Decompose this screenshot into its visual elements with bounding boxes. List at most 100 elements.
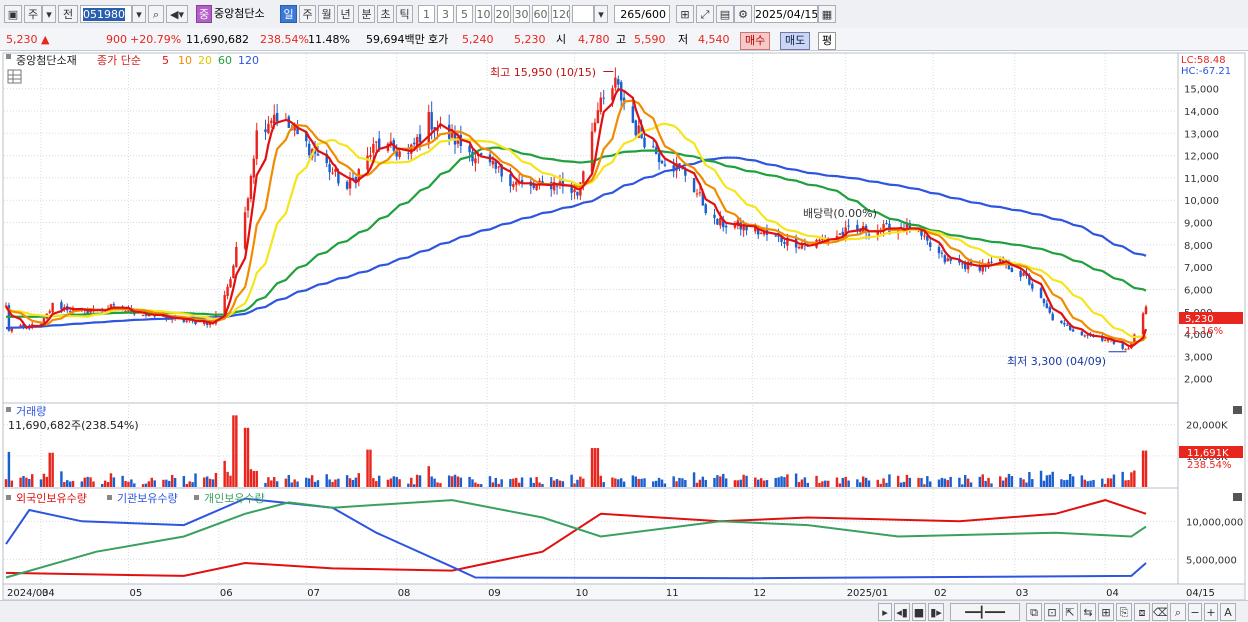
period-month[interactable]: 월 — [318, 5, 335, 23]
candle-body — [637, 125, 640, 138]
interval-10[interactable]: 10 — [475, 5, 492, 23]
volume-bar — [824, 480, 827, 487]
period-year[interactable]: 년 — [337, 5, 354, 23]
scroll-right-icon[interactable]: ▸ — [878, 603, 892, 621]
interval-3[interactable]: 3 — [437, 5, 454, 23]
step-back-icon[interactable]: ◂▮ — [894, 603, 910, 621]
volume-bar — [684, 479, 687, 487]
chevron-down-icon[interactable]: ▾ — [42, 5, 56, 23]
gear-icon[interactable]: ⚙ — [734, 5, 752, 23]
search-chart-icon[interactable]: ⌕ — [1170, 603, 1186, 621]
panel-handle-icon[interactable] — [6, 54, 11, 59]
stock-code-input[interactable]: 051980 — [80, 5, 132, 23]
tab-main[interactable]: 주 — [24, 5, 42, 23]
sell-button[interactable]: 매도 — [780, 32, 811, 50]
volume-bar — [1025, 482, 1028, 487]
layout2-icon[interactable]: ⊡ — [1044, 603, 1060, 621]
x-tick-label: 04 — [42, 588, 55, 599]
data-table-icon[interactable] — [7, 69, 22, 84]
volume-bar — [500, 479, 503, 487]
close-holding-panel-icon[interactable] — [1233, 493, 1242, 501]
candle-body — [920, 228, 923, 236]
period-day[interactable]: 일 — [280, 5, 297, 23]
date-field[interactable]: 2025/04/15 — [754, 5, 818, 23]
copy-icon[interactable]: ⎘ — [1116, 603, 1132, 621]
candle-body — [229, 279, 232, 288]
fit-icon[interactable]: ⇱ — [1062, 603, 1078, 621]
volume-bar — [800, 479, 804, 487]
close-volume-panel-icon[interactable] — [1233, 406, 1242, 414]
eraser-icon[interactable]: ⌫ — [1152, 603, 1168, 621]
layout-icon[interactable]: ⧉ — [1026, 603, 1042, 621]
volume-bar — [497, 483, 500, 487]
stock-chart[interactable]: 2,0003,0004,0005,0006,0007,0008,0009,000… — [0, 51, 1248, 600]
calendar-icon[interactable]: ▦ — [818, 5, 836, 23]
candle-body — [596, 110, 600, 124]
tab-prev[interactable]: 전 — [58, 5, 78, 23]
lc-label: LC:58.48 — [1181, 55, 1226, 66]
volume-bar — [590, 448, 594, 487]
volume-bar — [736, 480, 740, 487]
step-forward-icon[interactable]: ▮▸ — [928, 603, 944, 621]
buy-button[interactable]: 매수 — [740, 32, 771, 50]
candle-body — [678, 163, 681, 167]
interval-dropdown-icon[interactable]: ▾ — [594, 5, 608, 23]
drawing-icon[interactable]: ⤢ — [696, 5, 714, 23]
interval-30[interactable]: 30 — [513, 5, 530, 23]
grid-icon[interactable]: ⊞ — [1098, 603, 1114, 621]
interval-20[interactable]: 20 — [494, 5, 511, 23]
volume-bar — [920, 478, 923, 487]
average-button[interactable]: 평 — [818, 32, 837, 50]
candle-body — [929, 242, 932, 247]
candle-body — [270, 120, 273, 124]
volume-bar — [561, 481, 565, 487]
volume-bar — [512, 478, 515, 487]
ask-price: 5,240 — [462, 33, 494, 46]
period-tick[interactable]: 틱 — [396, 5, 413, 23]
interval-custom-input[interactable] — [572, 5, 594, 23]
volume-bar — [1028, 472, 1031, 487]
volume-panel-handle-icon[interactable] — [6, 407, 11, 412]
candle-body — [719, 217, 722, 226]
zoom-slider[interactable]: ━━┫━━━ — [950, 603, 1020, 621]
period-week[interactable]: 주 — [299, 5, 316, 23]
zoom-out-icon[interactable]: − — [1188, 603, 1202, 621]
volume-bar — [596, 448, 600, 487]
compare-icon[interactable]: ⇆ — [1080, 603, 1096, 621]
candle-body — [494, 161, 498, 169]
text-tool-icon[interactable]: A — [1220, 603, 1236, 621]
interval-1[interactable]: 1 — [418, 5, 435, 23]
window-menu-icon[interactable]: ▣ — [4, 5, 22, 23]
candle-body — [474, 158, 477, 164]
volume-bar — [45, 476, 49, 487]
interval-120[interactable]: 120 — [551, 5, 570, 23]
volume-bar — [418, 475, 422, 487]
ma-60-line — [5, 146, 1147, 318]
candle-body — [185, 320, 188, 322]
bar-count-field[interactable]: 265/600 — [614, 5, 670, 23]
period-second[interactable]: 초 — [377, 5, 394, 23]
zoom-in-icon[interactable]: + — [1204, 603, 1218, 621]
save-icon[interactable]: ▤ — [716, 5, 734, 23]
candle-body — [940, 252, 944, 254]
interval-5[interactable]: 5 — [456, 5, 473, 23]
candle-body — [22, 324, 25, 327]
code-dropdown-icon[interactable]: ▾ — [132, 5, 146, 23]
paste-icon[interactable]: ⧈ — [1134, 603, 1150, 621]
low-annotation: 최저 3,300 (04/09) — [1007, 355, 1106, 368]
volume-bar — [672, 476, 675, 487]
chart-tools-icon[interactable]: ⊞ — [676, 5, 694, 23]
candle-body — [998, 258, 1002, 262]
volume-bar — [535, 477, 538, 487]
period-minute[interactable]: 분 — [358, 5, 375, 23]
candle-body — [515, 181, 518, 185]
search-icon[interactable]: ⌕ — [148, 5, 164, 23]
candle-body — [223, 295, 226, 314]
stop-icon[interactable]: ■ — [912, 603, 926, 621]
volume-bar — [351, 479, 355, 487]
holding-panel-handle-icon[interactable] — [6, 495, 11, 500]
volume-bar — [1051, 471, 1054, 487]
interval-60[interactable]: 60 — [532, 5, 549, 23]
speaker-icon[interactable]: ◀▾ — [166, 5, 188, 23]
volume-bar — [287, 475, 291, 487]
